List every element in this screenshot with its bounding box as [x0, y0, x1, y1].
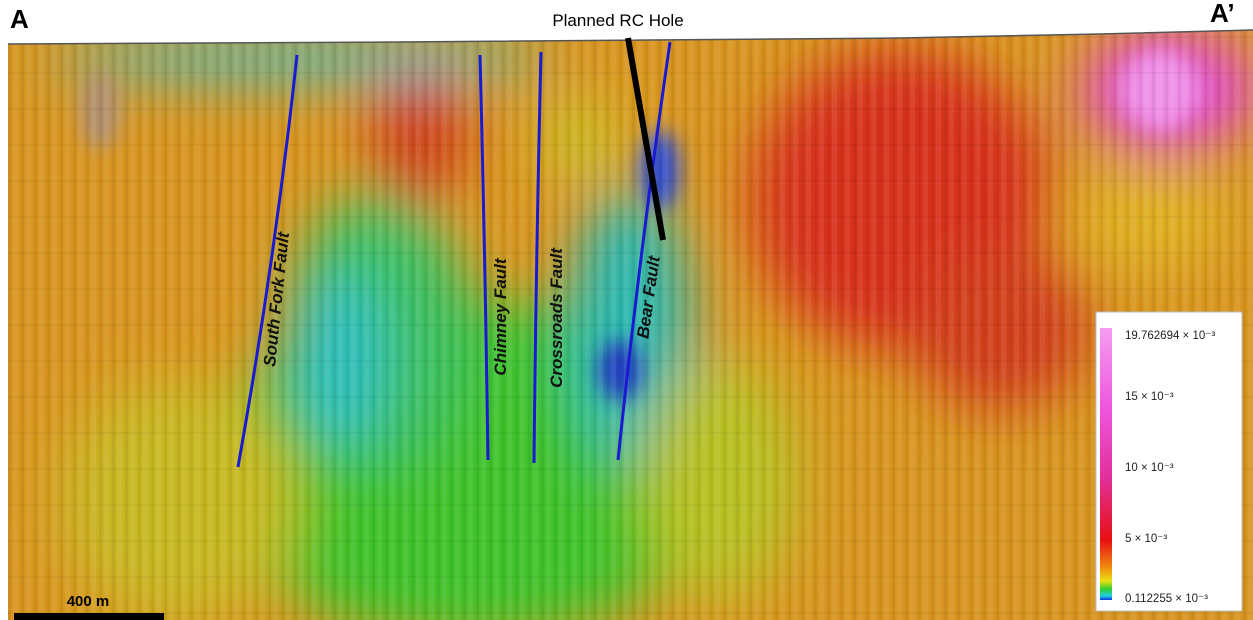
scale-bar-label: 400 m: [67, 593, 110, 610]
legend-label: 15 × 10⁻³: [1125, 391, 1174, 403]
legend-label: 10 × 10⁻³: [1125, 462, 1174, 474]
fault-label: Chimney Fault: [491, 257, 510, 375]
legend-label: 0.112255 × 10⁻³: [1125, 593, 1208, 605]
legend-label: 5 × 10⁻³: [1125, 533, 1167, 545]
legend-label: 19.762694 × 10⁻³: [1125, 330, 1215, 342]
scale-bar: [14, 613, 164, 620]
planned-hole-label: Planned RC Hole: [552, 11, 683, 30]
section-end: A’: [1210, 0, 1235, 28]
resistivity-section: [0, 0, 1253, 620]
fault-label: Crossroads Fault: [547, 247, 566, 388]
section-start: A: [10, 4, 29, 34]
cross-section-figure: A A’ Planned RC Hole South Fork Fault Ch…: [0, 0, 1253, 620]
legend: 19.762694 × 10⁻³ 15 × 10⁻³ 10 × 10⁻³ 5 ×…: [1096, 312, 1242, 611]
page: A A’ Planned RC Hole South Fork Fault Ch…: [0, 0, 1253, 620]
color-bar: [1100, 328, 1112, 600]
